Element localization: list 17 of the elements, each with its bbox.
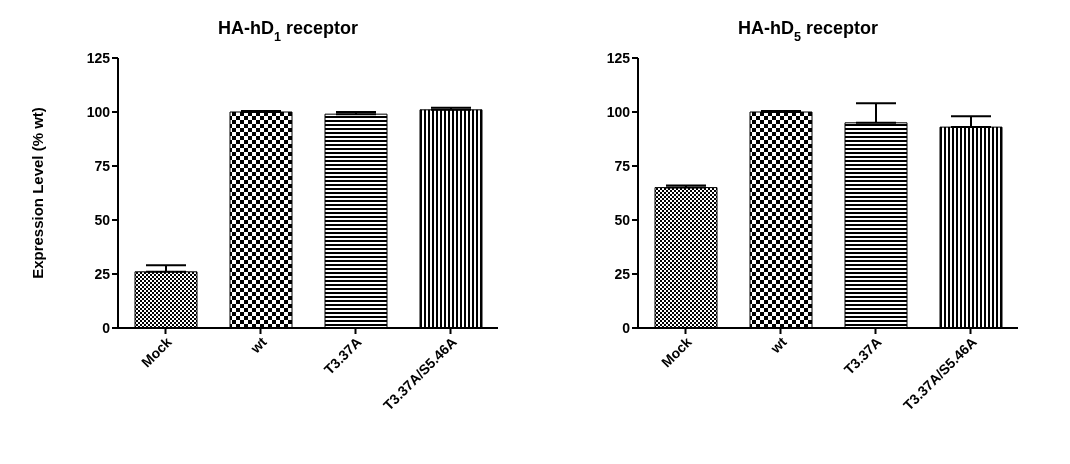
y-tick-label: 125 [86, 49, 111, 66]
y-tick-label: 50 [94, 211, 111, 228]
y-axis-title: Expression Level (% wt) [29, 107, 47, 279]
y-tick-label: 25 [94, 265, 111, 282]
y-tick-label: 100 [606, 103, 631, 120]
chart-title: HA-hD$_{5}$ receptor [737, 18, 879, 44]
y-tick-label: 75 [614, 157, 631, 174]
y-tick-label: 50 [614, 211, 631, 228]
y-tick-label: 125 [606, 49, 631, 66]
x-tick-label: wt [246, 333, 270, 357]
y-tick-label: 100 [86, 103, 111, 120]
y-tick-label: 75 [94, 157, 111, 174]
y-tick-label: 0 [102, 319, 111, 336]
x-tick-label: wt [766, 333, 790, 357]
y-tick-label: 0 [622, 319, 631, 336]
chart-title: HA-hD$_{1}$ receptor [217, 18, 359, 44]
y-tick-label: 25 [614, 265, 631, 282]
